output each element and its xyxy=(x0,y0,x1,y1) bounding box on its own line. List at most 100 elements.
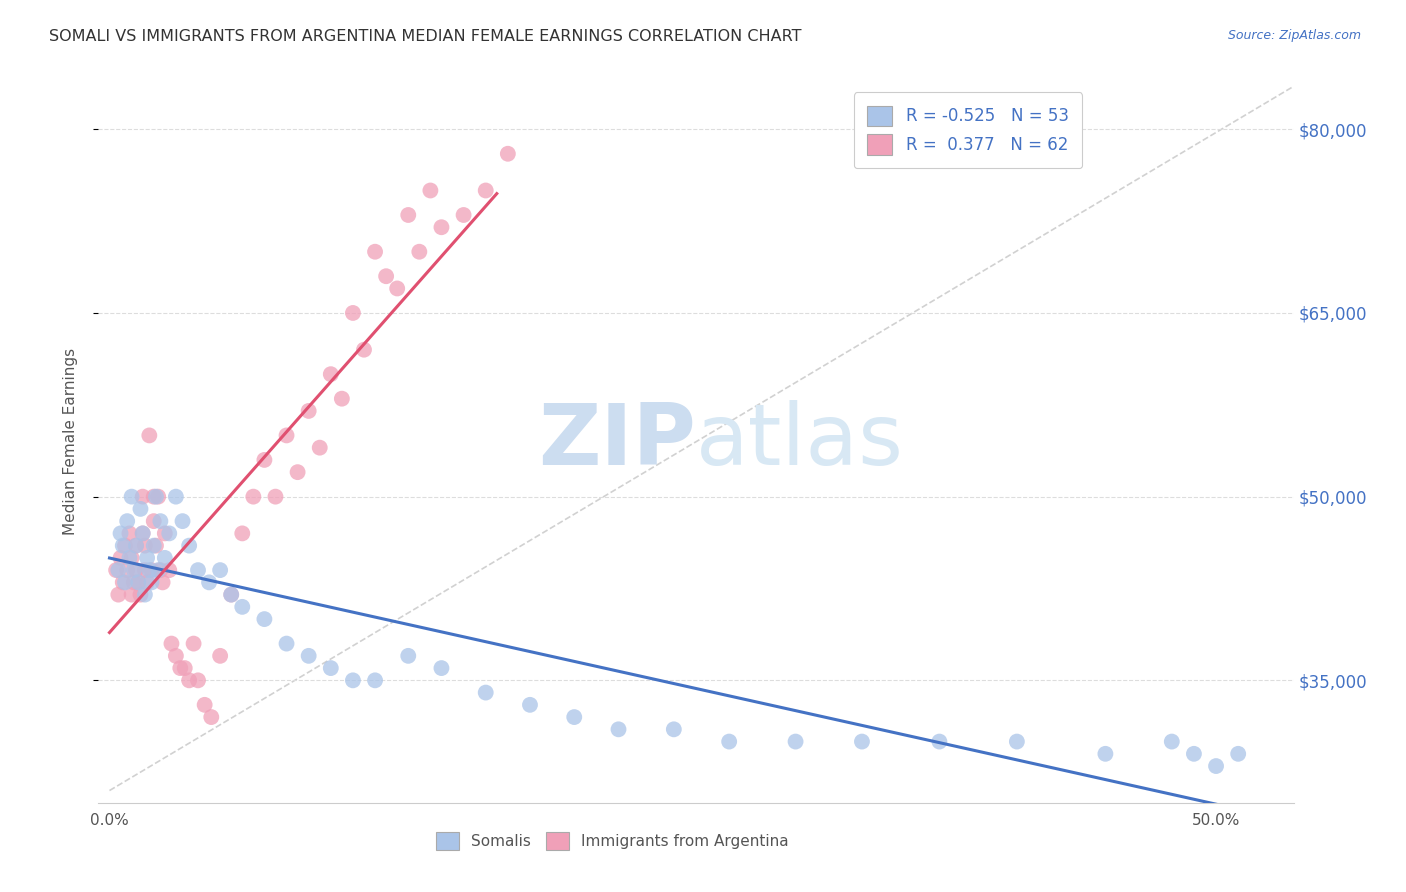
Point xyxy=(153,526,176,541)
Point xyxy=(851,734,873,748)
Point xyxy=(1205,759,1227,773)
Point xyxy=(131,526,153,541)
Point xyxy=(385,281,409,295)
Point xyxy=(231,526,253,541)
Point xyxy=(125,563,148,577)
Point xyxy=(134,539,156,553)
Point xyxy=(330,392,353,406)
Point xyxy=(157,526,180,541)
Point xyxy=(134,588,156,602)
Point xyxy=(928,734,950,748)
Point xyxy=(115,563,138,577)
Point xyxy=(179,539,201,553)
Point xyxy=(172,514,194,528)
Point xyxy=(114,575,136,590)
Point xyxy=(122,575,145,590)
Point xyxy=(125,539,148,553)
Point xyxy=(118,526,141,541)
Point xyxy=(396,208,419,222)
Point xyxy=(183,637,205,651)
Text: SOMALI VS IMMIGRANTS FROM ARGENTINA MEDIAN FEMALE EARNINGS CORRELATION CHART: SOMALI VS IMMIGRANTS FROM ARGENTINA MEDI… xyxy=(49,29,801,44)
Point xyxy=(125,539,148,553)
Point xyxy=(142,514,165,528)
Point xyxy=(111,575,134,590)
Point xyxy=(231,599,253,614)
Point xyxy=(187,563,209,577)
Point xyxy=(276,637,298,651)
Point xyxy=(134,563,156,577)
Point xyxy=(145,490,167,504)
Point xyxy=(718,734,741,748)
Point xyxy=(562,710,585,724)
Point xyxy=(1182,747,1205,761)
Point xyxy=(308,441,330,455)
Point xyxy=(122,563,145,577)
Y-axis label: Median Female Earnings: Median Female Earnings xyxy=(63,348,77,535)
Point xyxy=(264,490,287,504)
Point xyxy=(141,575,163,590)
Point xyxy=(319,661,342,675)
Point xyxy=(364,673,387,688)
Point xyxy=(1160,734,1182,748)
Point xyxy=(115,514,138,528)
Point xyxy=(353,343,375,357)
Point xyxy=(169,661,191,675)
Point xyxy=(194,698,217,712)
Point xyxy=(785,734,807,748)
Point xyxy=(114,539,136,553)
Point xyxy=(242,490,264,504)
Point xyxy=(152,575,174,590)
Point xyxy=(519,698,541,712)
Point xyxy=(153,550,176,565)
Point xyxy=(287,465,309,479)
Point xyxy=(496,146,519,161)
Text: Source: ZipAtlas.com: Source: ZipAtlas.com xyxy=(1227,29,1361,42)
Point xyxy=(430,220,453,235)
Point xyxy=(129,502,152,516)
Text: ZIP: ZIP xyxy=(538,400,696,483)
Point xyxy=(253,612,276,626)
Point xyxy=(173,661,195,675)
Point xyxy=(136,550,159,565)
Point xyxy=(127,575,149,590)
Point xyxy=(118,550,141,565)
Point xyxy=(138,563,160,577)
Point xyxy=(138,428,160,442)
Point xyxy=(142,539,165,553)
Point xyxy=(408,244,430,259)
Point xyxy=(145,539,167,553)
Point xyxy=(342,673,364,688)
Point xyxy=(219,588,242,602)
Point xyxy=(187,673,209,688)
Point xyxy=(253,453,276,467)
Point xyxy=(662,723,685,737)
Point xyxy=(276,428,298,442)
Point xyxy=(396,648,419,663)
Point xyxy=(200,710,222,724)
Point xyxy=(127,575,149,590)
Point xyxy=(298,648,321,663)
Point xyxy=(131,526,153,541)
Point xyxy=(1094,747,1116,761)
Point xyxy=(121,550,143,565)
Point xyxy=(141,563,163,577)
Point xyxy=(453,208,475,222)
Point xyxy=(474,685,496,699)
Point xyxy=(105,563,128,577)
Point xyxy=(1227,747,1250,761)
Point xyxy=(149,563,172,577)
Point xyxy=(375,269,398,284)
Point xyxy=(474,184,496,198)
Point xyxy=(148,563,170,577)
Point xyxy=(110,526,132,541)
Point xyxy=(209,563,232,577)
Point xyxy=(298,404,321,418)
Point xyxy=(160,637,183,651)
Point xyxy=(121,588,143,602)
Point xyxy=(419,184,441,198)
Point xyxy=(129,588,152,602)
Point xyxy=(219,588,242,602)
Point xyxy=(165,490,187,504)
Point xyxy=(142,490,165,504)
Point xyxy=(430,661,453,675)
